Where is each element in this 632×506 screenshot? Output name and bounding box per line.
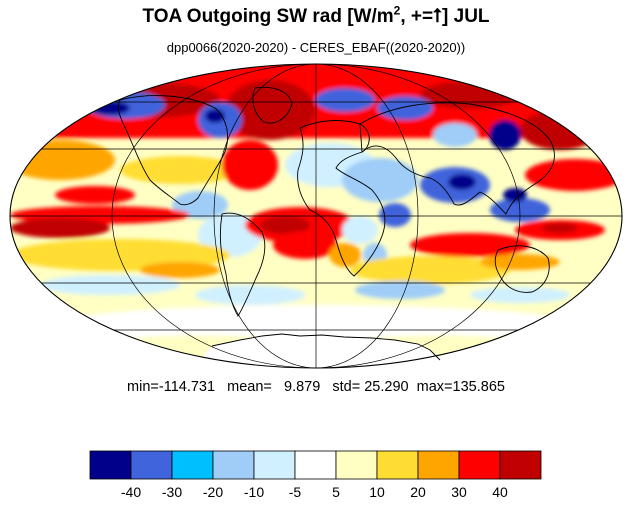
- title-exponent: 2: [393, 3, 401, 18]
- antarctica-fill: [200, 334, 440, 368]
- colorbar-box: [89, 450, 132, 480]
- graticule: [10, 64, 622, 368]
- stat-std-label: std=: [332, 379, 361, 395]
- plot-subtitle: dpp0066(2020-2020) - CERES_EBAF((2020-20…: [166, 40, 466, 55]
- colorbar-boxes: [89, 450, 542, 480]
- colorbar-box: [130, 450, 173, 480]
- stat-min-label: min=: [127, 379, 159, 395]
- colorbar-tick-label: -30: [162, 484, 182, 500]
- mollweide-map: [9, 63, 623, 369]
- up-arrow-icon: ⭡: [433, 6, 443, 27]
- plot-title: TOA Outgoing SW rad [W/m2, +=⭡] JUL: [0, 3, 632, 28]
- colorbar-box: [335, 450, 378, 480]
- colorbar: -40 -30 -20 -10 -5 5 10 20 30 40: [89, 450, 542, 500]
- colorbar-tick-label: -40: [121, 484, 141, 500]
- colorbar-tick-label: 10: [369, 484, 385, 500]
- colorbar-tick-label: -20: [203, 484, 223, 500]
- colorbar-tick-label: -10: [244, 484, 264, 500]
- colorbar-tick-label: 30: [451, 484, 467, 500]
- colorbar-tick-label: 5: [332, 484, 340, 500]
- colorbar-box: [294, 450, 337, 480]
- colorbar-box: [499, 450, 542, 480]
- title-suffix: ] JUL: [442, 6, 490, 27]
- map-border: [9, 63, 623, 369]
- stats-line: min=-114.731 mean= 9.879 std= 25.290 max…: [0, 379, 632, 395]
- stat-max-label: max=: [416, 379, 453, 395]
- coastlines: [117, 86, 555, 361]
- colorbar-box: [212, 450, 255, 480]
- colorbar-box: [417, 450, 460, 480]
- stat-min-value: -114.731: [158, 379, 216, 395]
- stat-mean-value: 9.879: [284, 379, 321, 395]
- title-mid: , +=: [400, 6, 434, 27]
- colorbar-labels: -40 -30 -20 -10 -5 5 10 20 30 40: [121, 484, 508, 500]
- title-text: TOA Outgoing SW rad [W/m: [142, 6, 394, 27]
- stat-mean-label: mean=: [227, 379, 272, 395]
- colorbar-box: [458, 450, 501, 480]
- colorbar-box: [171, 450, 214, 480]
- colorbar-box: [253, 450, 296, 480]
- stat-max-value: 135.865: [452, 379, 505, 395]
- stat-std-value: 25.290: [364, 379, 409, 395]
- colorbar-tick-label: 40: [492, 484, 508, 500]
- colorbar-box: [376, 450, 419, 480]
- colorbar-tick-label: 20: [410, 484, 426, 500]
- colorbar-tick-label: -5: [289, 484, 302, 500]
